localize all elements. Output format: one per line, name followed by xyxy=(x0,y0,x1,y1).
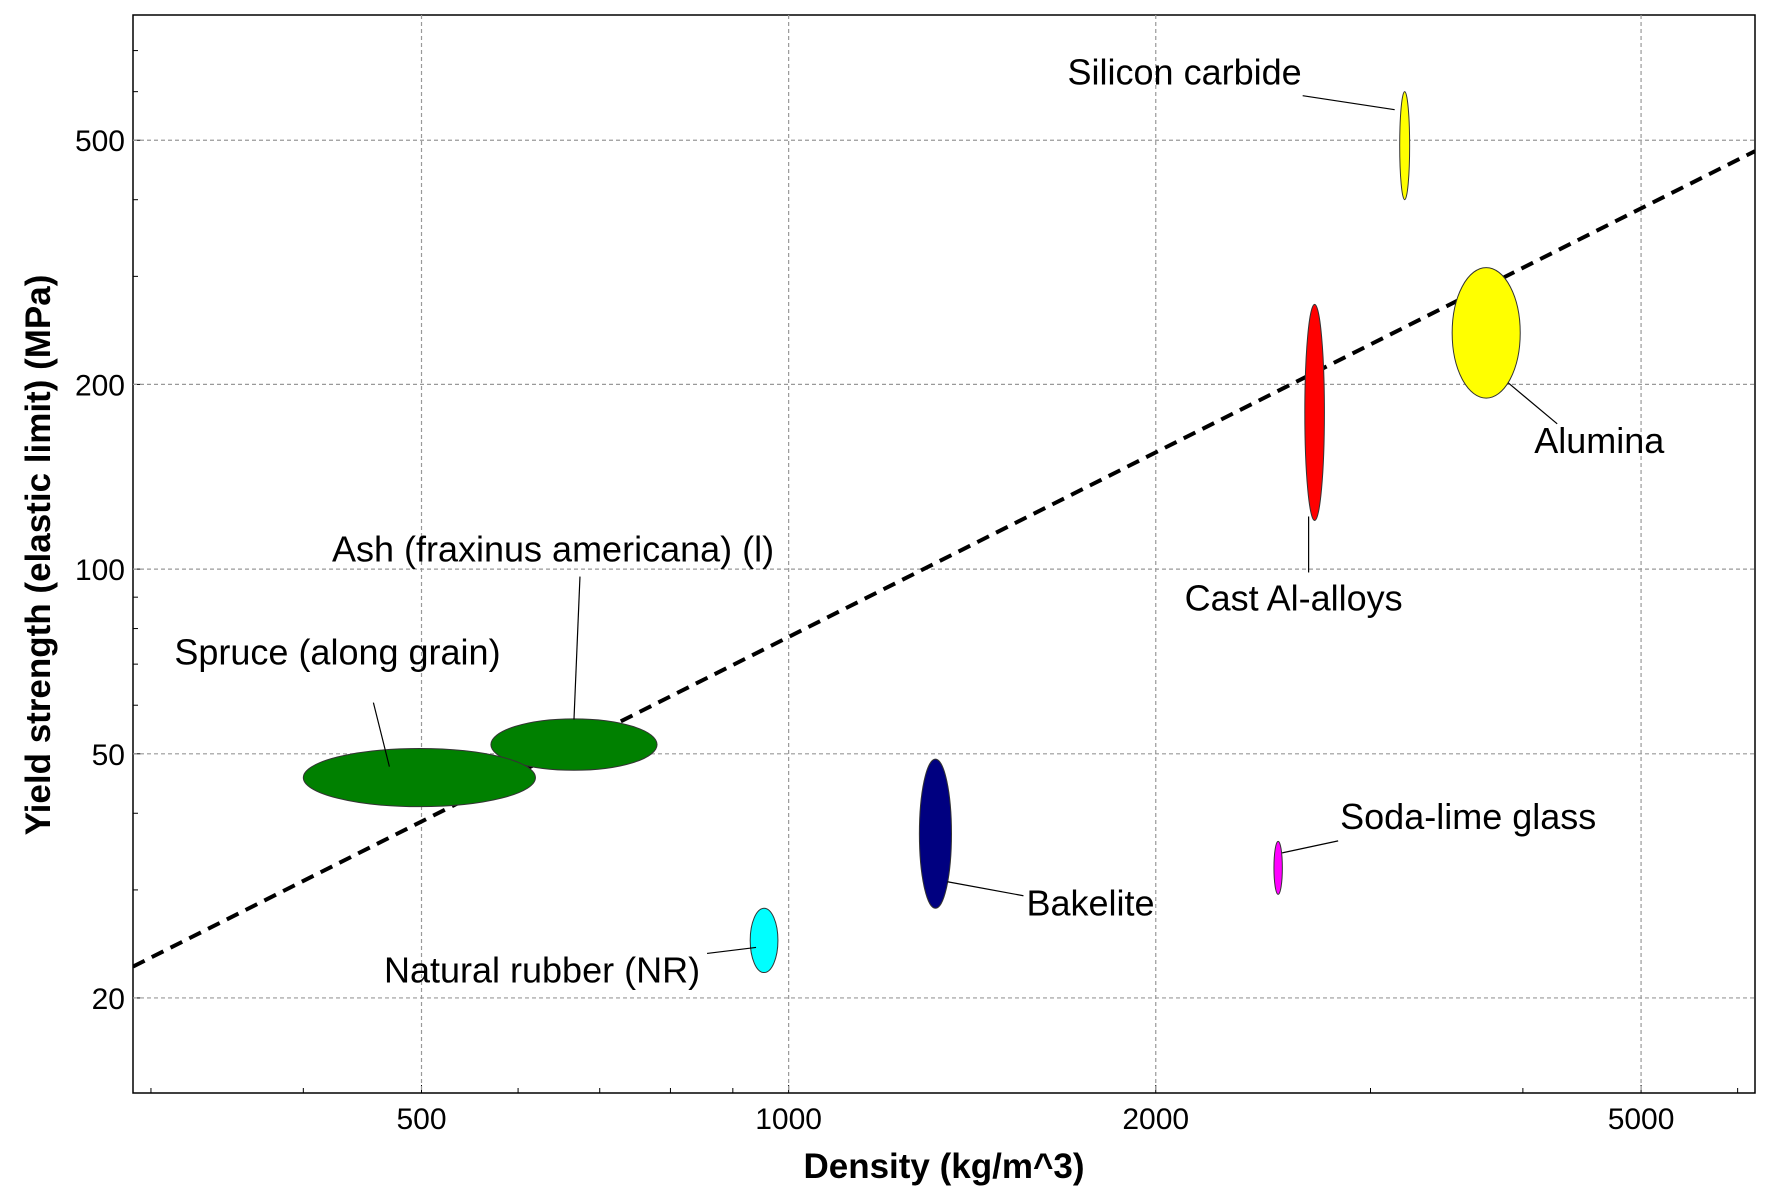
x-tick-label: 2000 xyxy=(1122,1103,1189,1136)
materials xyxy=(302,91,1521,974)
bubble-natural-rubber-nr xyxy=(749,907,779,974)
label-natural-rubber-nr: Natural rubber (NR) xyxy=(384,949,700,990)
bubble-soda-lime-glass xyxy=(1273,840,1283,895)
y-axis-title: Yield strength (elastic limit) (MPa) xyxy=(19,275,58,836)
material-labels: Silicon carbide Alumina Cast Al-alloys Ash … xyxy=(174,52,1665,991)
plot-area xyxy=(132,14,1756,1094)
bubble-alumina xyxy=(1451,267,1521,399)
y-tick-label: 200 xyxy=(75,369,125,402)
label-bakelite: Bakelite xyxy=(1026,883,1154,924)
bubble-bakelite xyxy=(918,758,952,909)
leader-line-spruce-along-grain xyxy=(372,702,390,767)
x-tick-label: 5000 xyxy=(1608,1103,1675,1136)
x-tick-labels: 500 1000 2000 5000 xyxy=(396,1103,1674,1136)
bubble-cast-al-alloys xyxy=(1304,303,1325,522)
bubble-silicon-carbide xyxy=(1399,91,1411,201)
bubble-spruce-along-grain xyxy=(302,748,536,808)
y-tick-label: 100 xyxy=(75,554,125,587)
x-tick-label: 500 xyxy=(396,1103,446,1136)
leader-line-silicon-carbide xyxy=(1302,95,1395,111)
x-axis-title: Density (kg/m^3) xyxy=(803,1147,1084,1186)
y-tick-label: 50 xyxy=(92,739,125,772)
label-spruce-along-grain: Spruce (along grain) xyxy=(174,632,500,673)
y-tick-label: 500 xyxy=(75,125,125,158)
leader-line-soda-lime-glass xyxy=(1282,840,1339,854)
y-tick-labels: 20 50 100 200 500 xyxy=(75,125,125,1016)
leader-line-bakelite xyxy=(947,881,1024,897)
y-tick-label: 20 xyxy=(92,983,125,1016)
label-soda-lime-glass: Soda-lime glass xyxy=(1340,796,1596,837)
leader-line-ash-fraxinus-americana-l xyxy=(573,576,581,720)
label-cast-al-alloys: Cast Al-alloys xyxy=(1185,577,1403,618)
leader-line-alumina xyxy=(1507,382,1558,425)
label-silicon-carbide: Silicon carbide xyxy=(1068,52,1302,93)
x-tick-label: 1000 xyxy=(755,1103,822,1136)
leader-line-natural-rubber-nr xyxy=(706,946,757,955)
label-ash-fraxinus-americana-l: Ash (fraxinus americana) (l) xyxy=(332,529,774,570)
label-alumina: Alumina xyxy=(1534,420,1665,461)
